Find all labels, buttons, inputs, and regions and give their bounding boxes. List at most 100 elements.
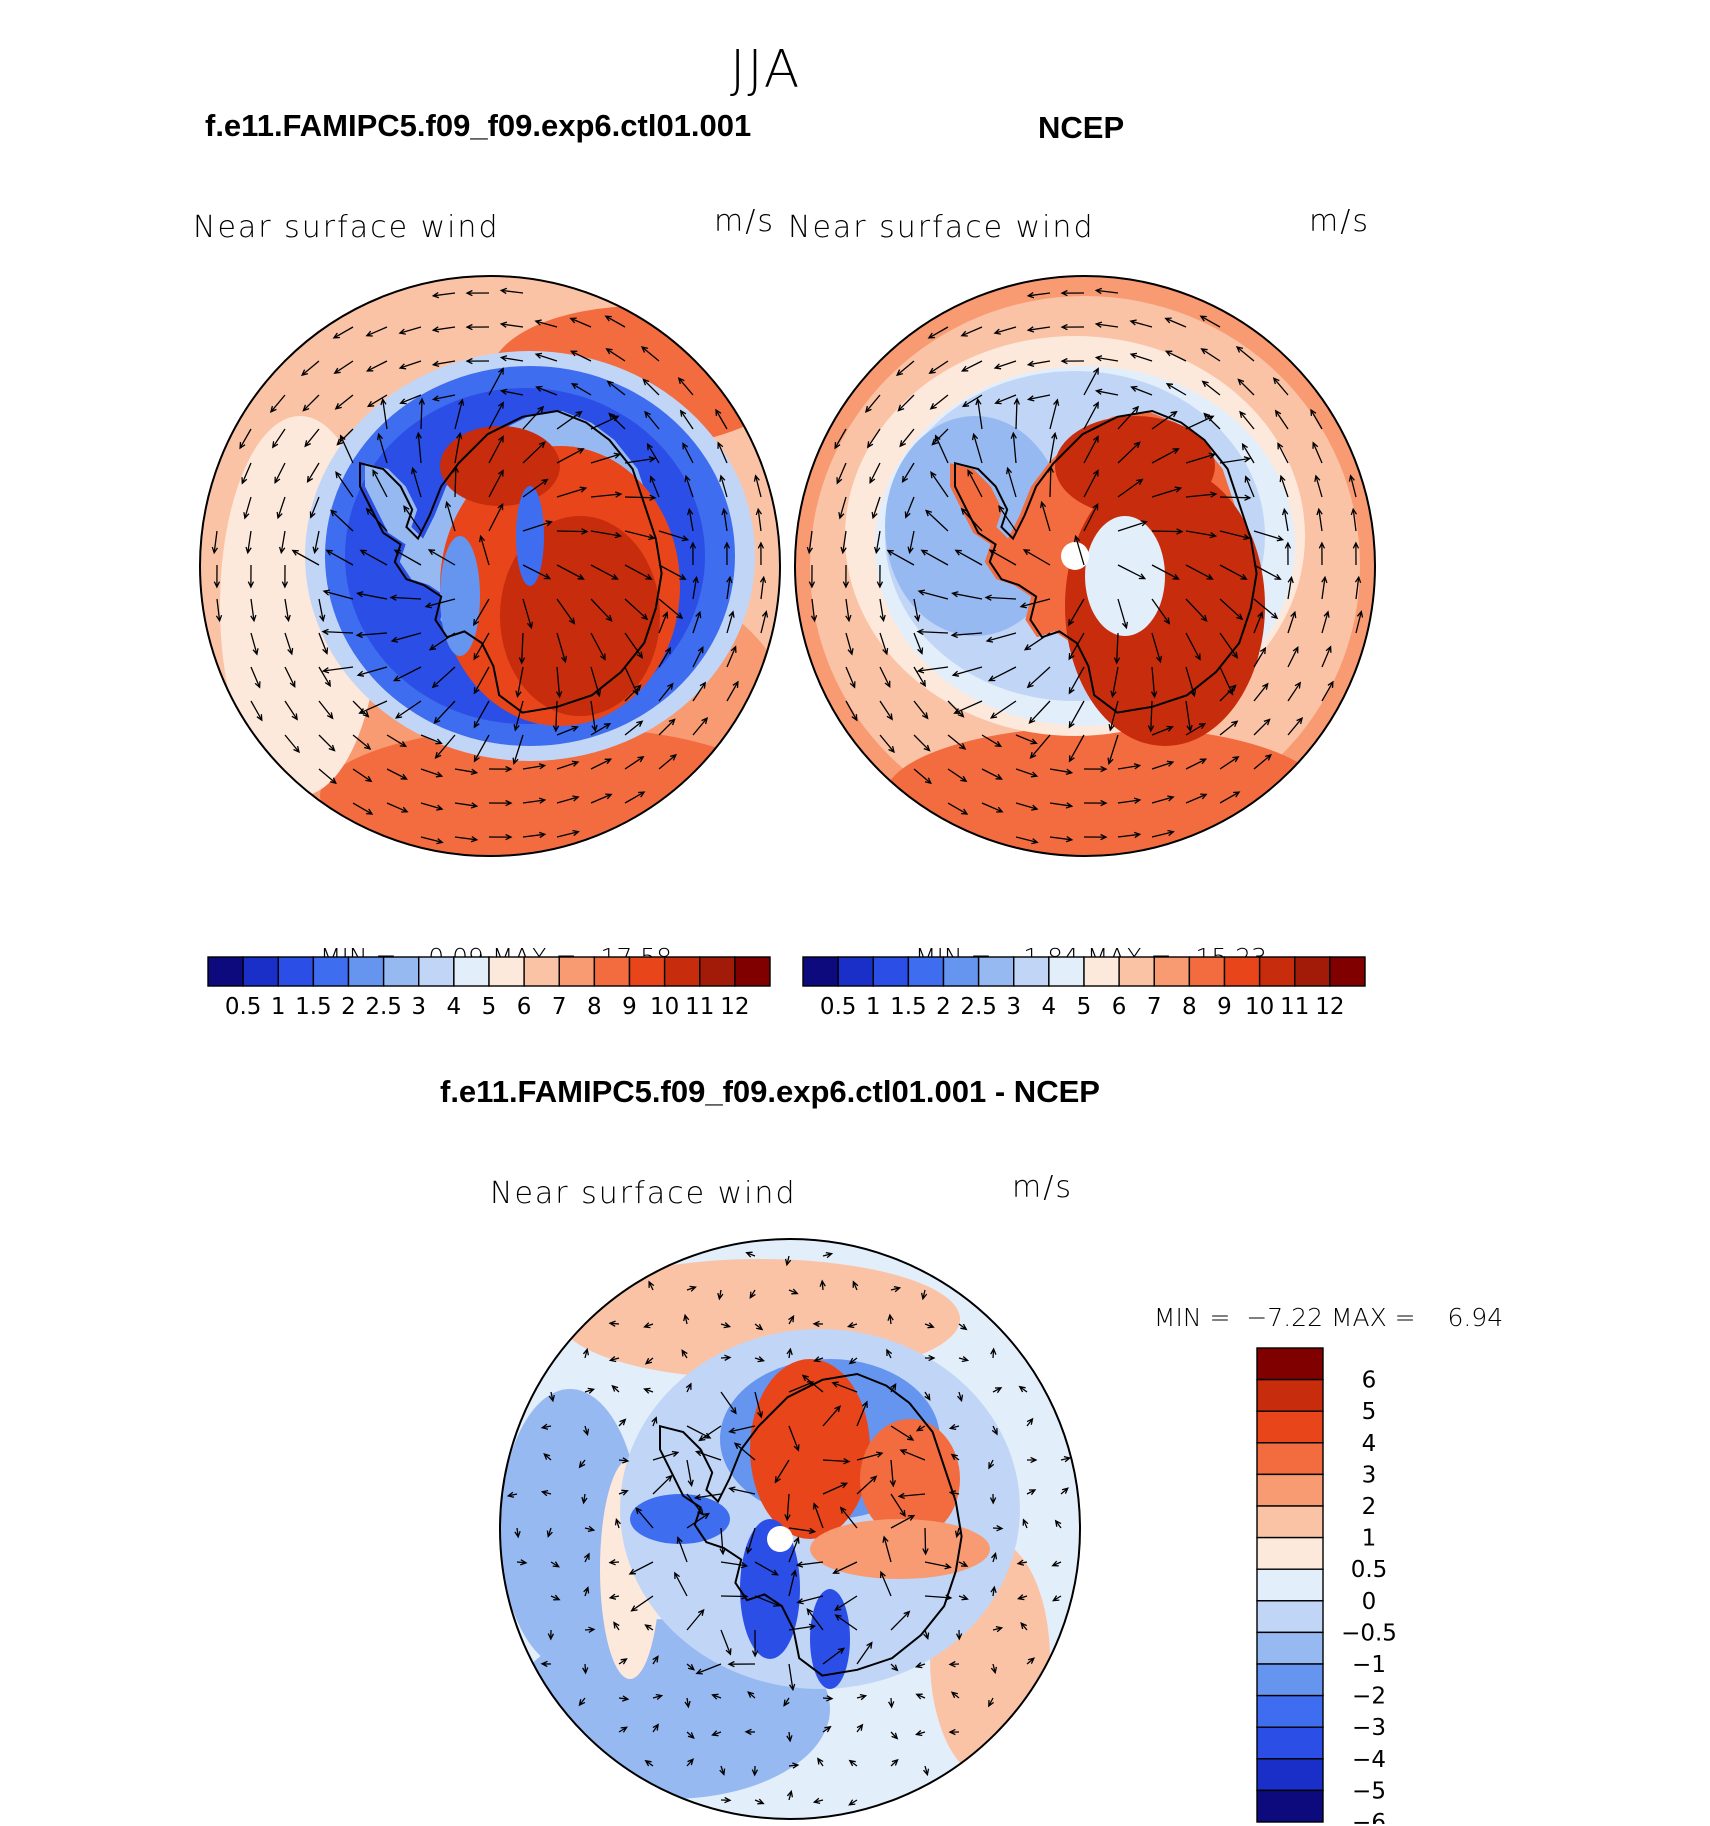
map-fill [500,1239,1080,1819]
wind-vector [856,1693,868,1701]
wind-vector [499,287,524,295]
wind-vector [913,632,924,655]
wind-vector [643,1322,654,1329]
wind-vector [695,1663,722,1675]
wind-vector [624,564,653,580]
wind-vector [1027,1456,1038,1464]
wind-vector [284,666,296,689]
wind-vector [984,594,1017,601]
wind-vector [845,700,858,722]
wind-vector [760,610,769,634]
wind-vector [522,564,552,580]
wind-vector [788,1288,799,1295]
wind-vector [389,594,422,601]
wind-vector [590,758,613,770]
wind-vector [1060,357,1085,365]
colorbar-tick-label: 6 [1362,1368,1377,1394]
wind-vector [882,1535,892,1563]
wind-vector [330,509,354,532]
max-label: MAX = [1330,1303,1416,1332]
wind-vector [618,1658,628,1665]
wind-vector [992,1387,1003,1394]
wind-vector [556,725,579,736]
wind-vector [810,598,818,623]
wind-vector [658,598,684,620]
wind-vector [276,496,286,520]
wind-vector [1185,700,1193,733]
colorbar-tick-label: 1 [1362,1526,1377,1552]
wind-vector [788,1527,817,1535]
wind-vector [611,1384,620,1393]
wind-vector [904,496,915,519]
wind-vector [1083,765,1108,773]
wind-vector [890,1383,897,1393]
wind-vector [590,632,606,661]
colorbar-tick-label: 1.5 [295,994,332,1020]
wind-vector [914,1730,926,1737]
wind-vector [1083,401,1099,430]
wind-vector [428,632,456,651]
wind-vector [365,507,388,532]
wind-vector [856,1400,868,1427]
wind-vector [1068,666,1085,695]
wind-vector [522,831,547,839]
wind-vector [546,1527,553,1538]
wind-vector [658,718,676,736]
wind-vector [608,1559,620,1566]
wind-vector [499,388,524,396]
wind-vector [890,1514,916,1529]
wind-vector [1049,802,1074,809]
wind-vector [332,326,354,339]
wind-vector [534,319,558,328]
wind-vector [948,1490,960,1497]
wind-vector [720,1629,732,1656]
wind-vector [988,549,1017,566]
wind-vector [1022,1518,1029,1529]
wind-vector [822,1647,846,1665]
wind-vector [488,401,504,430]
model-units: m/s [714,204,775,239]
wind-vector [879,666,891,689]
wind-vector [1110,666,1119,698]
wind-vector [934,434,949,464]
colorbar-box [1153,956,1191,987]
wind-vector [895,360,915,377]
wind-vector [1015,768,1039,778]
map-border [794,275,1376,857]
wind-vector [1026,1417,1034,1427]
wind-vector [686,1459,694,1488]
wind-vector [916,666,949,674]
wind-vector [907,530,915,555]
wind-vector [1244,475,1255,498]
wind-vector [913,768,932,785]
wind-vector [990,1663,998,1675]
wind-vector [1151,829,1175,838]
wind-vector [947,700,965,718]
wind-vector [1287,716,1304,736]
wind-vector [1028,700,1051,724]
wind-vector [733,1442,756,1461]
wind-vector [913,666,926,688]
wind-vector [692,681,707,702]
wind-vector [1253,611,1264,634]
wind-vector [1151,528,1184,535]
wind-vector [318,632,329,655]
wind-vector [488,765,513,773]
wind-vector [947,734,967,750]
wind-vector [1026,666,1051,689]
wind-vector [1253,530,1285,542]
colorbar-box [1256,1378,1324,1412]
wind-vector [380,397,388,430]
wind-vector [913,598,921,623]
wind-vector [832,1561,858,1574]
wind-vector [635,1507,654,1529]
wind-vector [473,700,490,729]
wind-vector [1185,793,1208,804]
wind-vector [652,1450,680,1461]
wind-vector [543,1452,552,1461]
wind-vector [522,478,549,498]
wind-vector [1219,684,1237,702]
wind-vectors [806,287,1364,845]
wind-vector [552,700,560,733]
wind-vector [250,632,259,656]
